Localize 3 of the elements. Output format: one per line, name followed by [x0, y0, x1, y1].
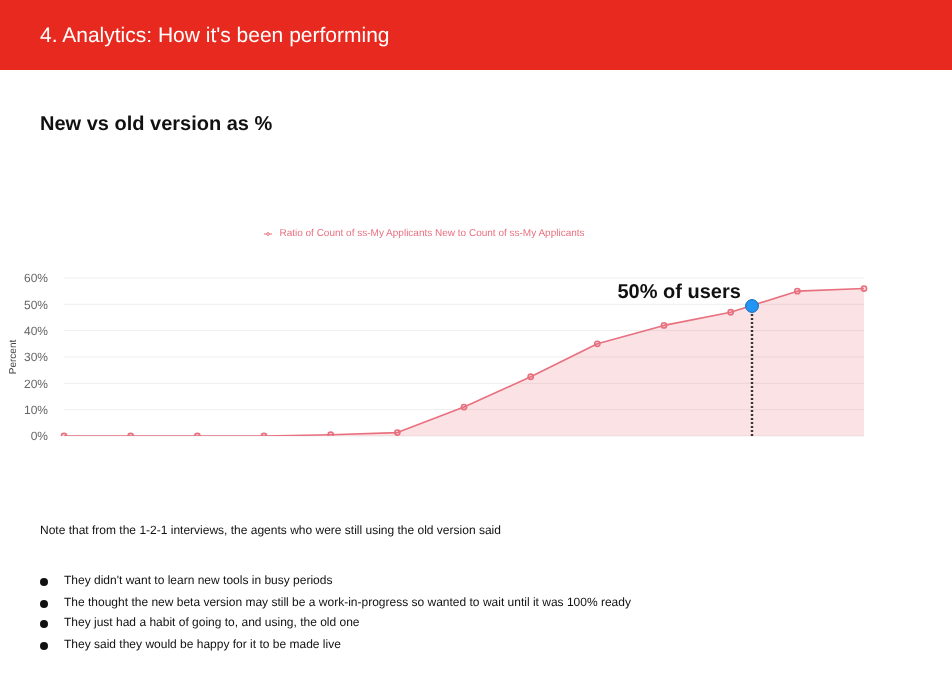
chart-title: 4. Analytics: How it's been performing	[40, 24, 390, 48]
chart-subtitle: New vs old version as %	[40, 114, 273, 136]
annotation: 50% of users	[615, 281, 741, 304]
